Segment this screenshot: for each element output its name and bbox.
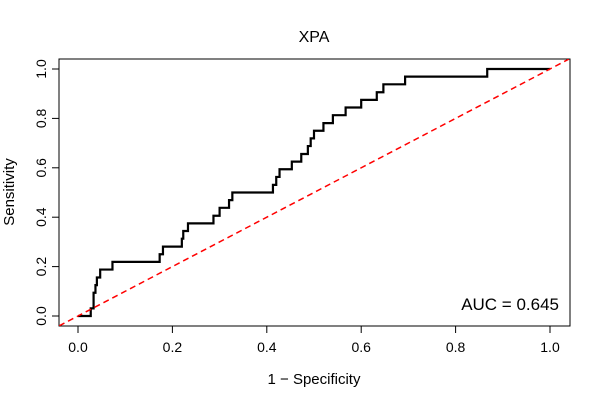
y-tick-label: 1.0 — [33, 59, 49, 79]
y-tick-label: 0.2 — [33, 257, 49, 277]
x-tick-label: 0.0 — [68, 339, 88, 355]
y-tick-label: 0.4 — [33, 207, 49, 227]
y-axis-label: Sensitivity — [1, 158, 18, 226]
chart-title: XPA — [299, 29, 330, 46]
reference-diagonal-line — [59, 59, 570, 326]
x-tick-label: 0.8 — [446, 339, 466, 355]
x-tick-label: 0.4 — [257, 339, 277, 355]
x-tick-label: 0.2 — [163, 339, 183, 355]
series-layer — [59, 59, 570, 326]
x-tick-label: 1.0 — [540, 339, 560, 355]
x-axis-label: 1 − Specificity — [268, 371, 361, 388]
x-tick-label: 0.6 — [351, 339, 371, 355]
y-tick-label: 0.6 — [33, 158, 49, 178]
plot-frame — [58, 58, 571, 327]
y-tick-label: 0.8 — [33, 108, 49, 128]
y-tick-label: 0.0 — [33, 306, 49, 326]
roc-curve — [78, 67, 550, 318]
x-axis: 0.0 0.2 0.4 0.6 0.8 1.0 — [68, 325, 560, 355]
auc-annotation: AUC = 0.645 — [461, 295, 559, 314]
y-axis: 0.0 0.2 0.4 0.6 0.8 1.0 — [33, 59, 60, 326]
